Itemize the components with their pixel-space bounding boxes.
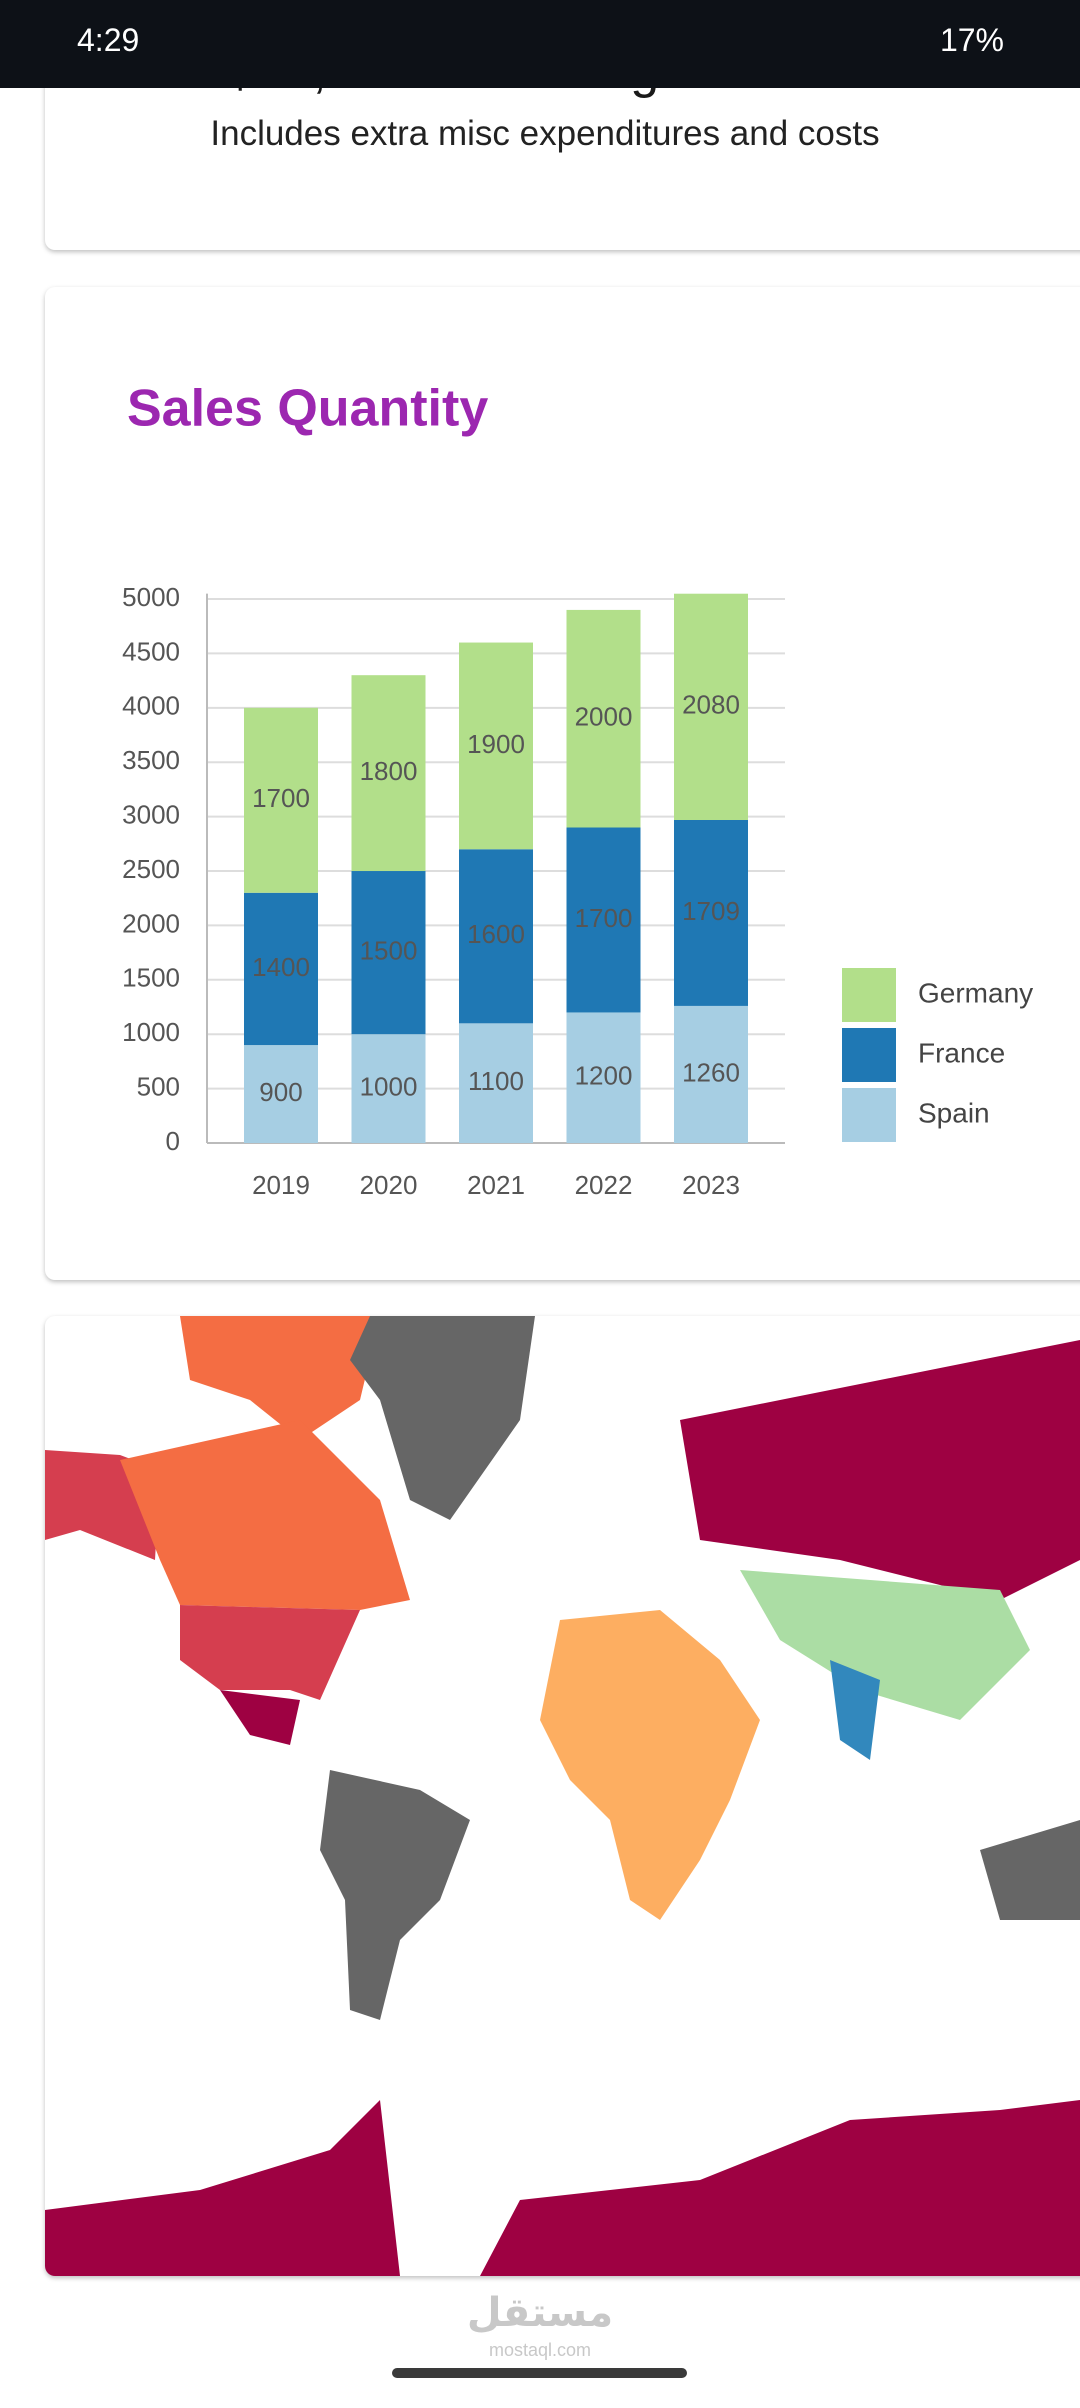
x-tick-label: 2020 — [360, 1170, 418, 1200]
y-tick-label: 500 — [137, 1071, 180, 1101]
subtitle: Includes extra misc expenditures and cos… — [210, 114, 880, 153]
bar-segment — [244, 892, 318, 1046]
usa — [180, 1605, 360, 1700]
data-label: 1709 — [682, 896, 740, 926]
clock: 4:29 — [77, 22, 140, 58]
legend-swatch — [842, 1028, 896, 1082]
y-tick-label: 3000 — [122, 799, 180, 829]
legend-label: France — [918, 1037, 1005, 1068]
y-tick-label: 2500 — [122, 854, 180, 884]
home-indicator — [392, 2368, 687, 2378]
russia — [680, 1340, 1080, 1600]
bar-segment — [566, 609, 641, 828]
watermark-arabic: مستقل — [466, 2291, 614, 2335]
data-label: 1200 — [575, 1061, 633, 1091]
bar-segment — [459, 849, 533, 1024]
data-label: 2080 — [682, 690, 740, 720]
data-label: 1900 — [467, 729, 525, 759]
australia — [980, 1820, 1080, 1920]
y-tick-label: 0 — [166, 1126, 180, 1156]
bar-segment — [459, 1023, 533, 1143]
data-label: 1260 — [682, 1057, 740, 1087]
map-card — [45, 1316, 1080, 2276]
mexico — [220, 1690, 300, 1745]
legend-label: Germany — [918, 977, 1033, 1008]
y-tick-label: 3500 — [122, 745, 180, 775]
y-tick-label: 4500 — [122, 636, 180, 666]
bar-segment — [674, 819, 748, 1006]
arctic-islands — [180, 1316, 380, 1440]
data-label: 1100 — [468, 1066, 524, 1096]
world-map — [45, 1316, 1080, 2276]
watermark-latin: mostaql.com — [488, 2340, 592, 2360]
asia — [740, 1570, 1030, 1720]
x-tick-label: 2019 — [252, 1170, 310, 1200]
legend-label: Spain — [918, 1097, 990, 1128]
data-label: 2000 — [575, 702, 633, 732]
antarctica — [45, 2100, 1080, 2276]
africa — [540, 1610, 760, 1920]
bar-segment — [351, 1034, 426, 1143]
bar-segment — [566, 827, 641, 1013]
x-tick-label: 2022 — [575, 1170, 633, 1200]
data-label: 1700 — [575, 903, 633, 933]
y-tick-label: 5000 — [122, 582, 180, 612]
canada — [120, 1420, 410, 1610]
data-label: 1600 — [467, 919, 525, 949]
y-tick-label: 2000 — [122, 908, 180, 938]
chart-title: Sales Quantity — [127, 380, 488, 438]
south-america — [320, 1770, 470, 2020]
bar-segment — [674, 593, 748, 820]
data-label: 900 — [259, 1077, 302, 1107]
bar-segment — [351, 675, 426, 872]
data-label: 1800 — [360, 756, 418, 786]
data-label: 1500 — [360, 935, 418, 965]
bar-segment — [674, 1005, 748, 1143]
bar-segment — [244, 707, 318, 893]
y-tick-label: 1000 — [122, 1017, 180, 1047]
status-bar: 4:29 17% — [0, 0, 1080, 88]
data-label: 1000 — [360, 1071, 418, 1101]
battery: 17% — [939, 22, 1004, 58]
legend-swatch — [842, 1088, 896, 1142]
x-tick-label: 2021 — [467, 1170, 525, 1200]
india — [830, 1660, 880, 1760]
bar-segment — [351, 871, 426, 1035]
data-label: 1700 — [252, 783, 310, 813]
bar-segment — [244, 1045, 318, 1143]
chart-card: Sales Quantity 0 500 1000 1500 2000 2500 3000 3… — [45, 287, 1080, 1280]
data-label: 1400 — [252, 952, 310, 982]
y-tick-label: 1500 — [122, 963, 180, 993]
legend-swatch — [842, 968, 896, 1022]
x-tick-label: 2023 — [682, 1170, 740, 1200]
bar-segment — [459, 642, 533, 850]
chart: Sales Quantity 0 500 1000 1500 2000 2500 3000 3… — [122, 380, 1033, 1200]
y-tick-label: 4000 — [122, 691, 180, 721]
bar-segment — [566, 1012, 641, 1143]
greenland — [350, 1316, 535, 1520]
